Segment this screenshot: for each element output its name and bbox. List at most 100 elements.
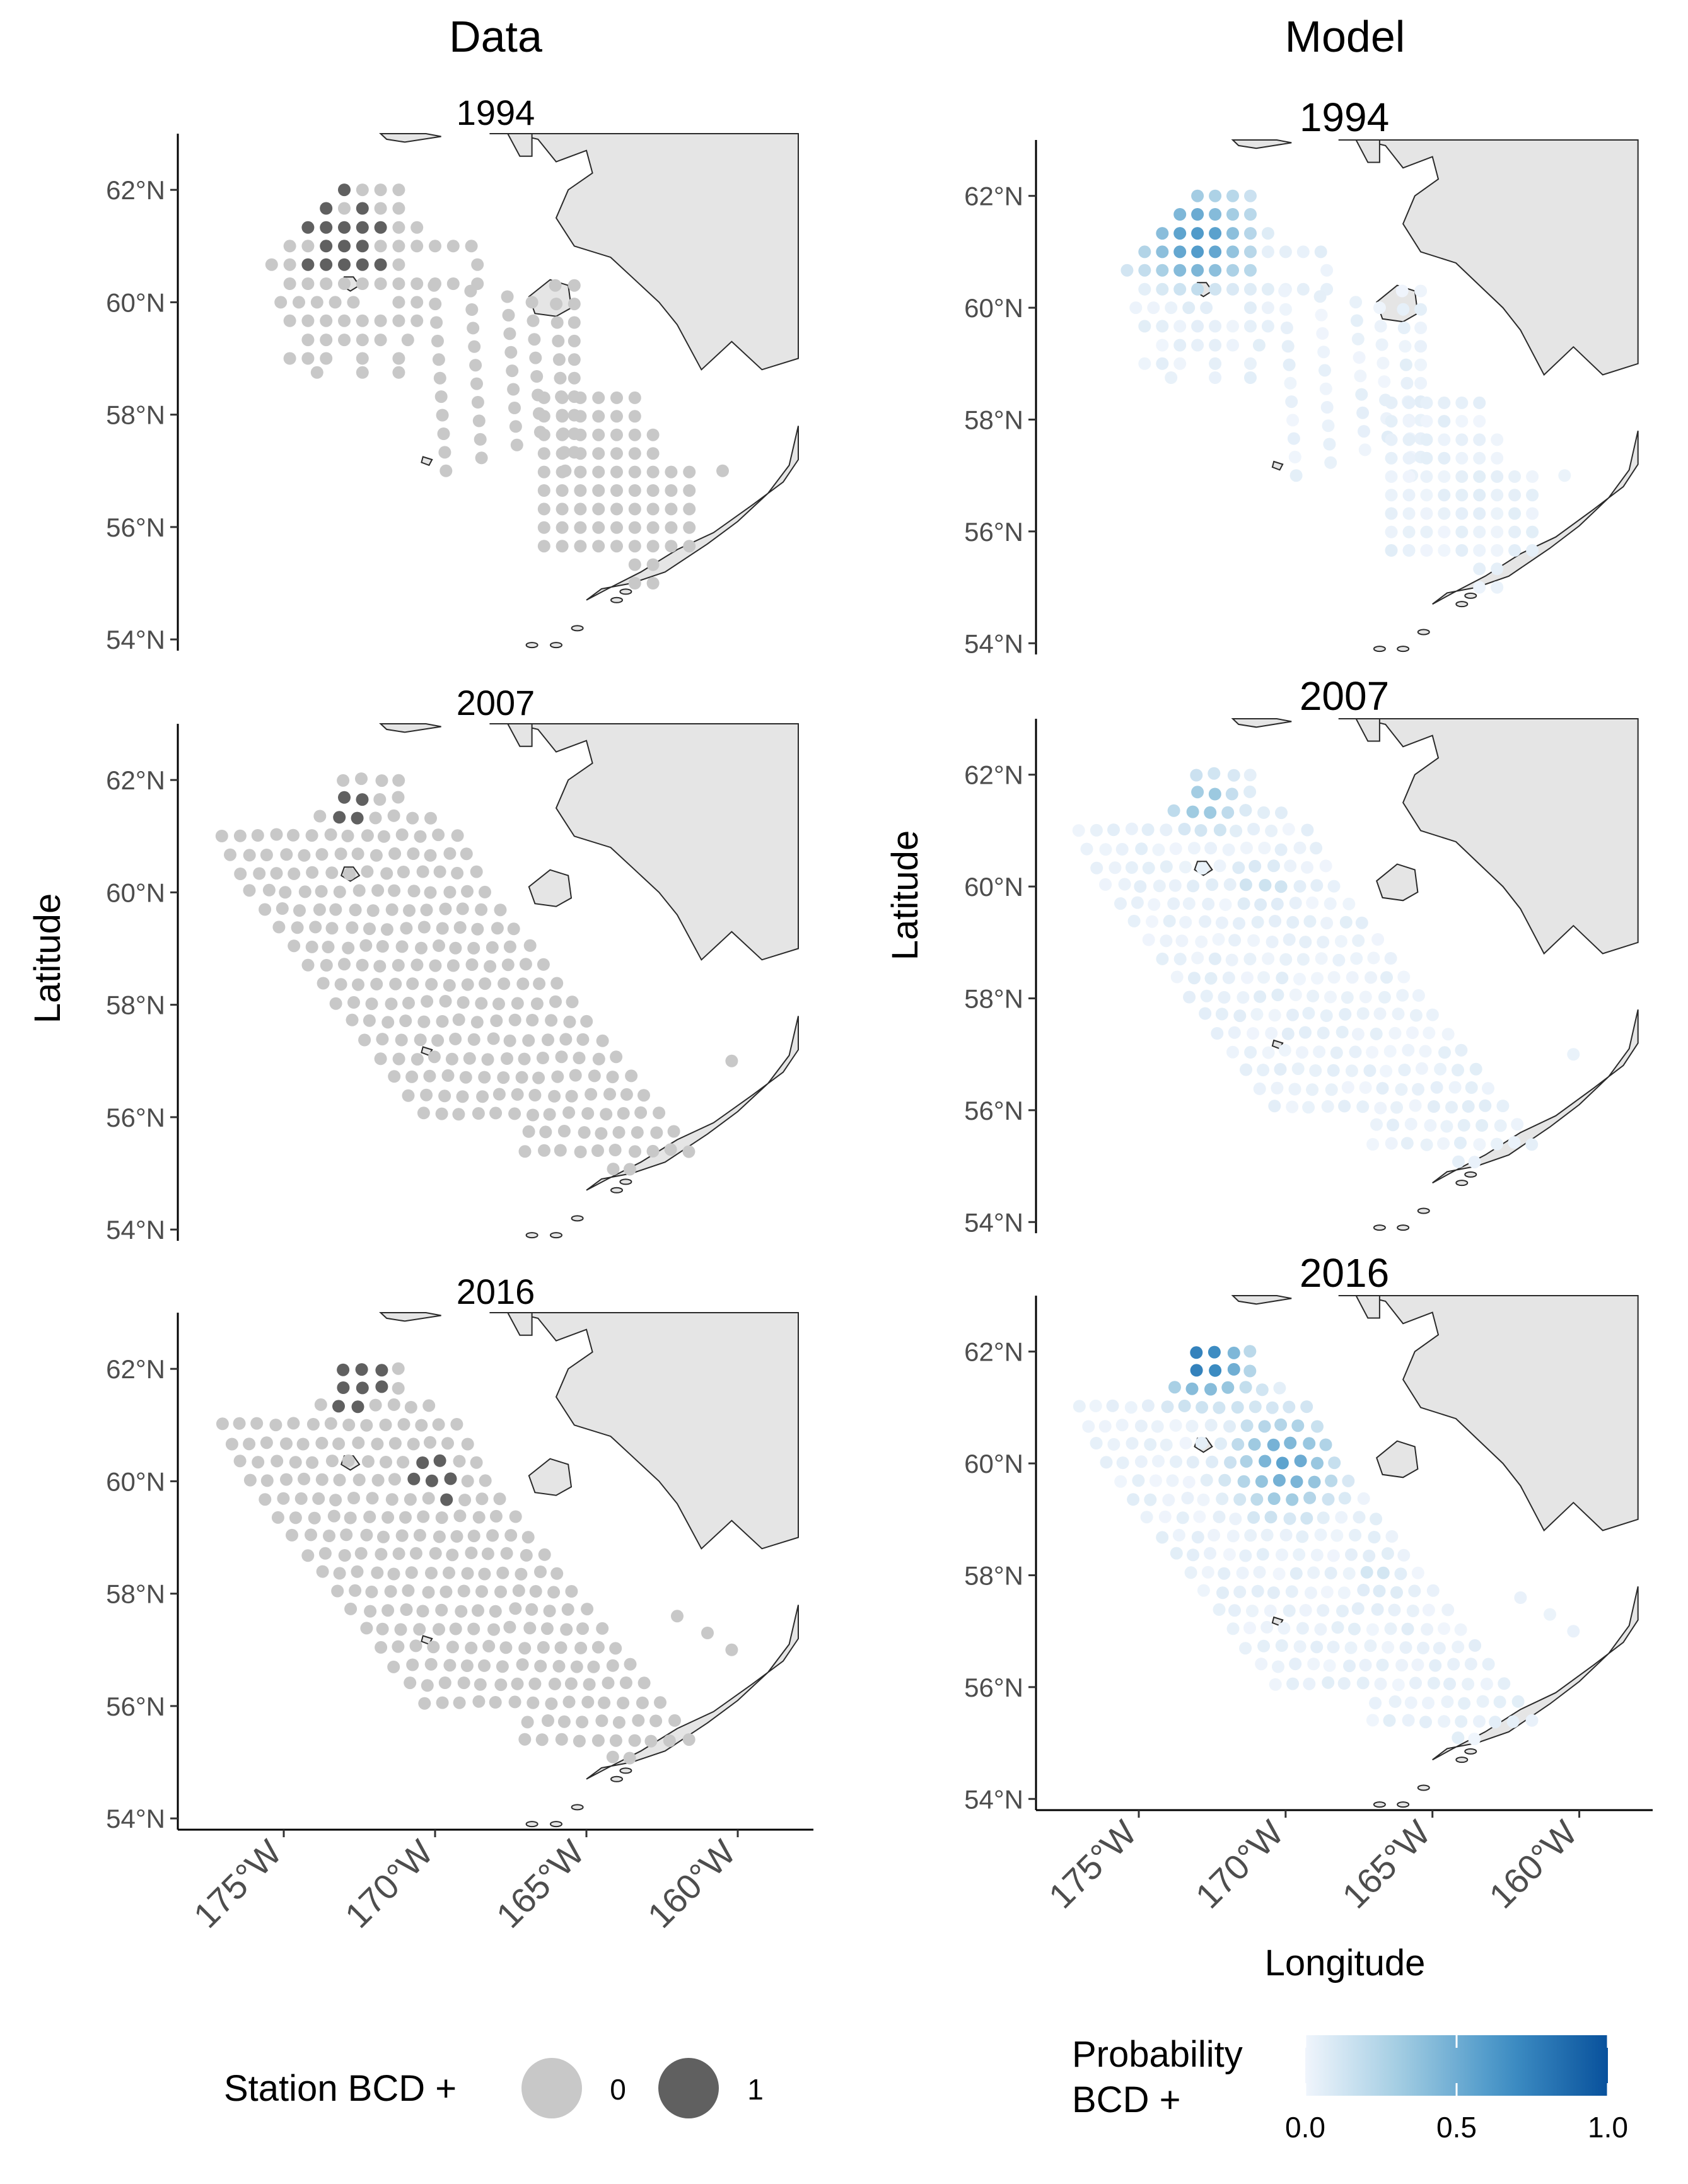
station-point <box>1279 953 1293 966</box>
station-point <box>1257 971 1271 984</box>
station-point <box>1455 470 1469 483</box>
station-point <box>576 1716 589 1729</box>
station-point <box>1212 932 1225 946</box>
station-point <box>424 1436 436 1449</box>
station-point <box>1356 1676 1370 1690</box>
station-point <box>1173 264 1187 277</box>
station-point <box>1244 264 1257 277</box>
station-point <box>1099 878 1112 891</box>
station-point <box>1281 340 1295 353</box>
station-point <box>363 1014 376 1027</box>
station-point <box>1455 489 1469 502</box>
station-point <box>602 1676 615 1690</box>
station-point <box>387 809 400 822</box>
station-point <box>1438 1622 1450 1635</box>
station-point <box>392 366 405 379</box>
station-point <box>486 941 499 954</box>
station-point <box>1269 1678 1282 1691</box>
station-point <box>1330 1046 1343 1059</box>
station-point <box>1374 320 1387 333</box>
station-point <box>554 1144 567 1157</box>
station-point <box>410 1053 424 1066</box>
facet-title: 1994 <box>457 93 535 132</box>
station-point <box>628 502 641 516</box>
station-point <box>1441 1695 1454 1709</box>
station-point <box>1318 364 1331 377</box>
station-point <box>470 377 483 390</box>
station-point <box>342 1454 355 1467</box>
station-point <box>320 352 333 365</box>
islet-1 <box>619 1767 632 1774</box>
station-point <box>1353 351 1366 364</box>
station-point <box>617 1107 630 1120</box>
station-point <box>610 410 623 423</box>
station-point <box>1296 953 1310 966</box>
station-point <box>1243 1345 1257 1358</box>
station-point <box>490 1014 503 1027</box>
station-point <box>377 1530 390 1543</box>
landmass-1 <box>506 1312 533 1336</box>
station-point <box>1349 1528 1362 1542</box>
station-point <box>376 940 389 953</box>
station-point <box>1118 878 1131 891</box>
station-point <box>1259 879 1272 892</box>
station-point <box>608 1144 622 1156</box>
station-point <box>1208 787 1221 801</box>
station-point <box>512 1584 525 1597</box>
station-point <box>351 847 364 861</box>
station-point <box>511 1088 524 1101</box>
station-point <box>646 484 660 497</box>
station-point <box>1261 320 1274 333</box>
station-point <box>376 1622 389 1635</box>
station-point <box>1482 1658 1495 1671</box>
station-point <box>1422 1697 1435 1709</box>
station-point <box>262 883 276 897</box>
station-point <box>1191 245 1204 258</box>
station-point <box>534 1659 547 1673</box>
station-point <box>1233 917 1245 930</box>
station-point <box>716 464 729 477</box>
station-point <box>431 334 444 347</box>
data-legend-label: 1 <box>747 2073 764 2106</box>
station-point <box>1244 1529 1257 1542</box>
station-point <box>682 1733 696 1746</box>
station-point <box>1301 861 1313 874</box>
y-tick-label: 56°N <box>964 1096 1023 1125</box>
station-point <box>409 1547 422 1560</box>
station-point <box>1239 1381 1252 1394</box>
station-point <box>338 334 351 347</box>
landmass-0 <box>489 723 799 961</box>
station-point <box>404 1493 417 1506</box>
station-point <box>562 1106 576 1119</box>
station-point <box>1402 415 1416 428</box>
station-point <box>1390 1586 1403 1599</box>
station-point <box>1351 1602 1365 1615</box>
station-point <box>1346 971 1359 984</box>
station-point <box>260 1474 274 1487</box>
station-point <box>380 923 393 936</box>
station-point <box>305 940 318 953</box>
station-point <box>1127 914 1141 927</box>
station-point <box>1341 1081 1354 1094</box>
station-point <box>568 353 581 366</box>
station-point <box>374 277 387 290</box>
station-point <box>570 1660 583 1673</box>
station-point <box>537 465 550 479</box>
station-point <box>1215 916 1228 929</box>
station-point <box>1473 525 1486 538</box>
station-point <box>270 867 283 880</box>
station-point <box>1142 861 1155 874</box>
station-point <box>528 1677 542 1690</box>
station-point <box>1285 1585 1298 1598</box>
station-point <box>545 1014 558 1027</box>
station-point <box>494 1678 508 1692</box>
station-point <box>430 316 443 329</box>
station-point <box>272 921 286 934</box>
station-point <box>215 830 228 842</box>
station-point <box>343 868 356 881</box>
station-point <box>1514 1591 1527 1604</box>
station-point <box>1452 1731 1465 1745</box>
station-point <box>298 849 311 862</box>
station-point <box>252 1456 265 1469</box>
station-point <box>415 1419 428 1432</box>
